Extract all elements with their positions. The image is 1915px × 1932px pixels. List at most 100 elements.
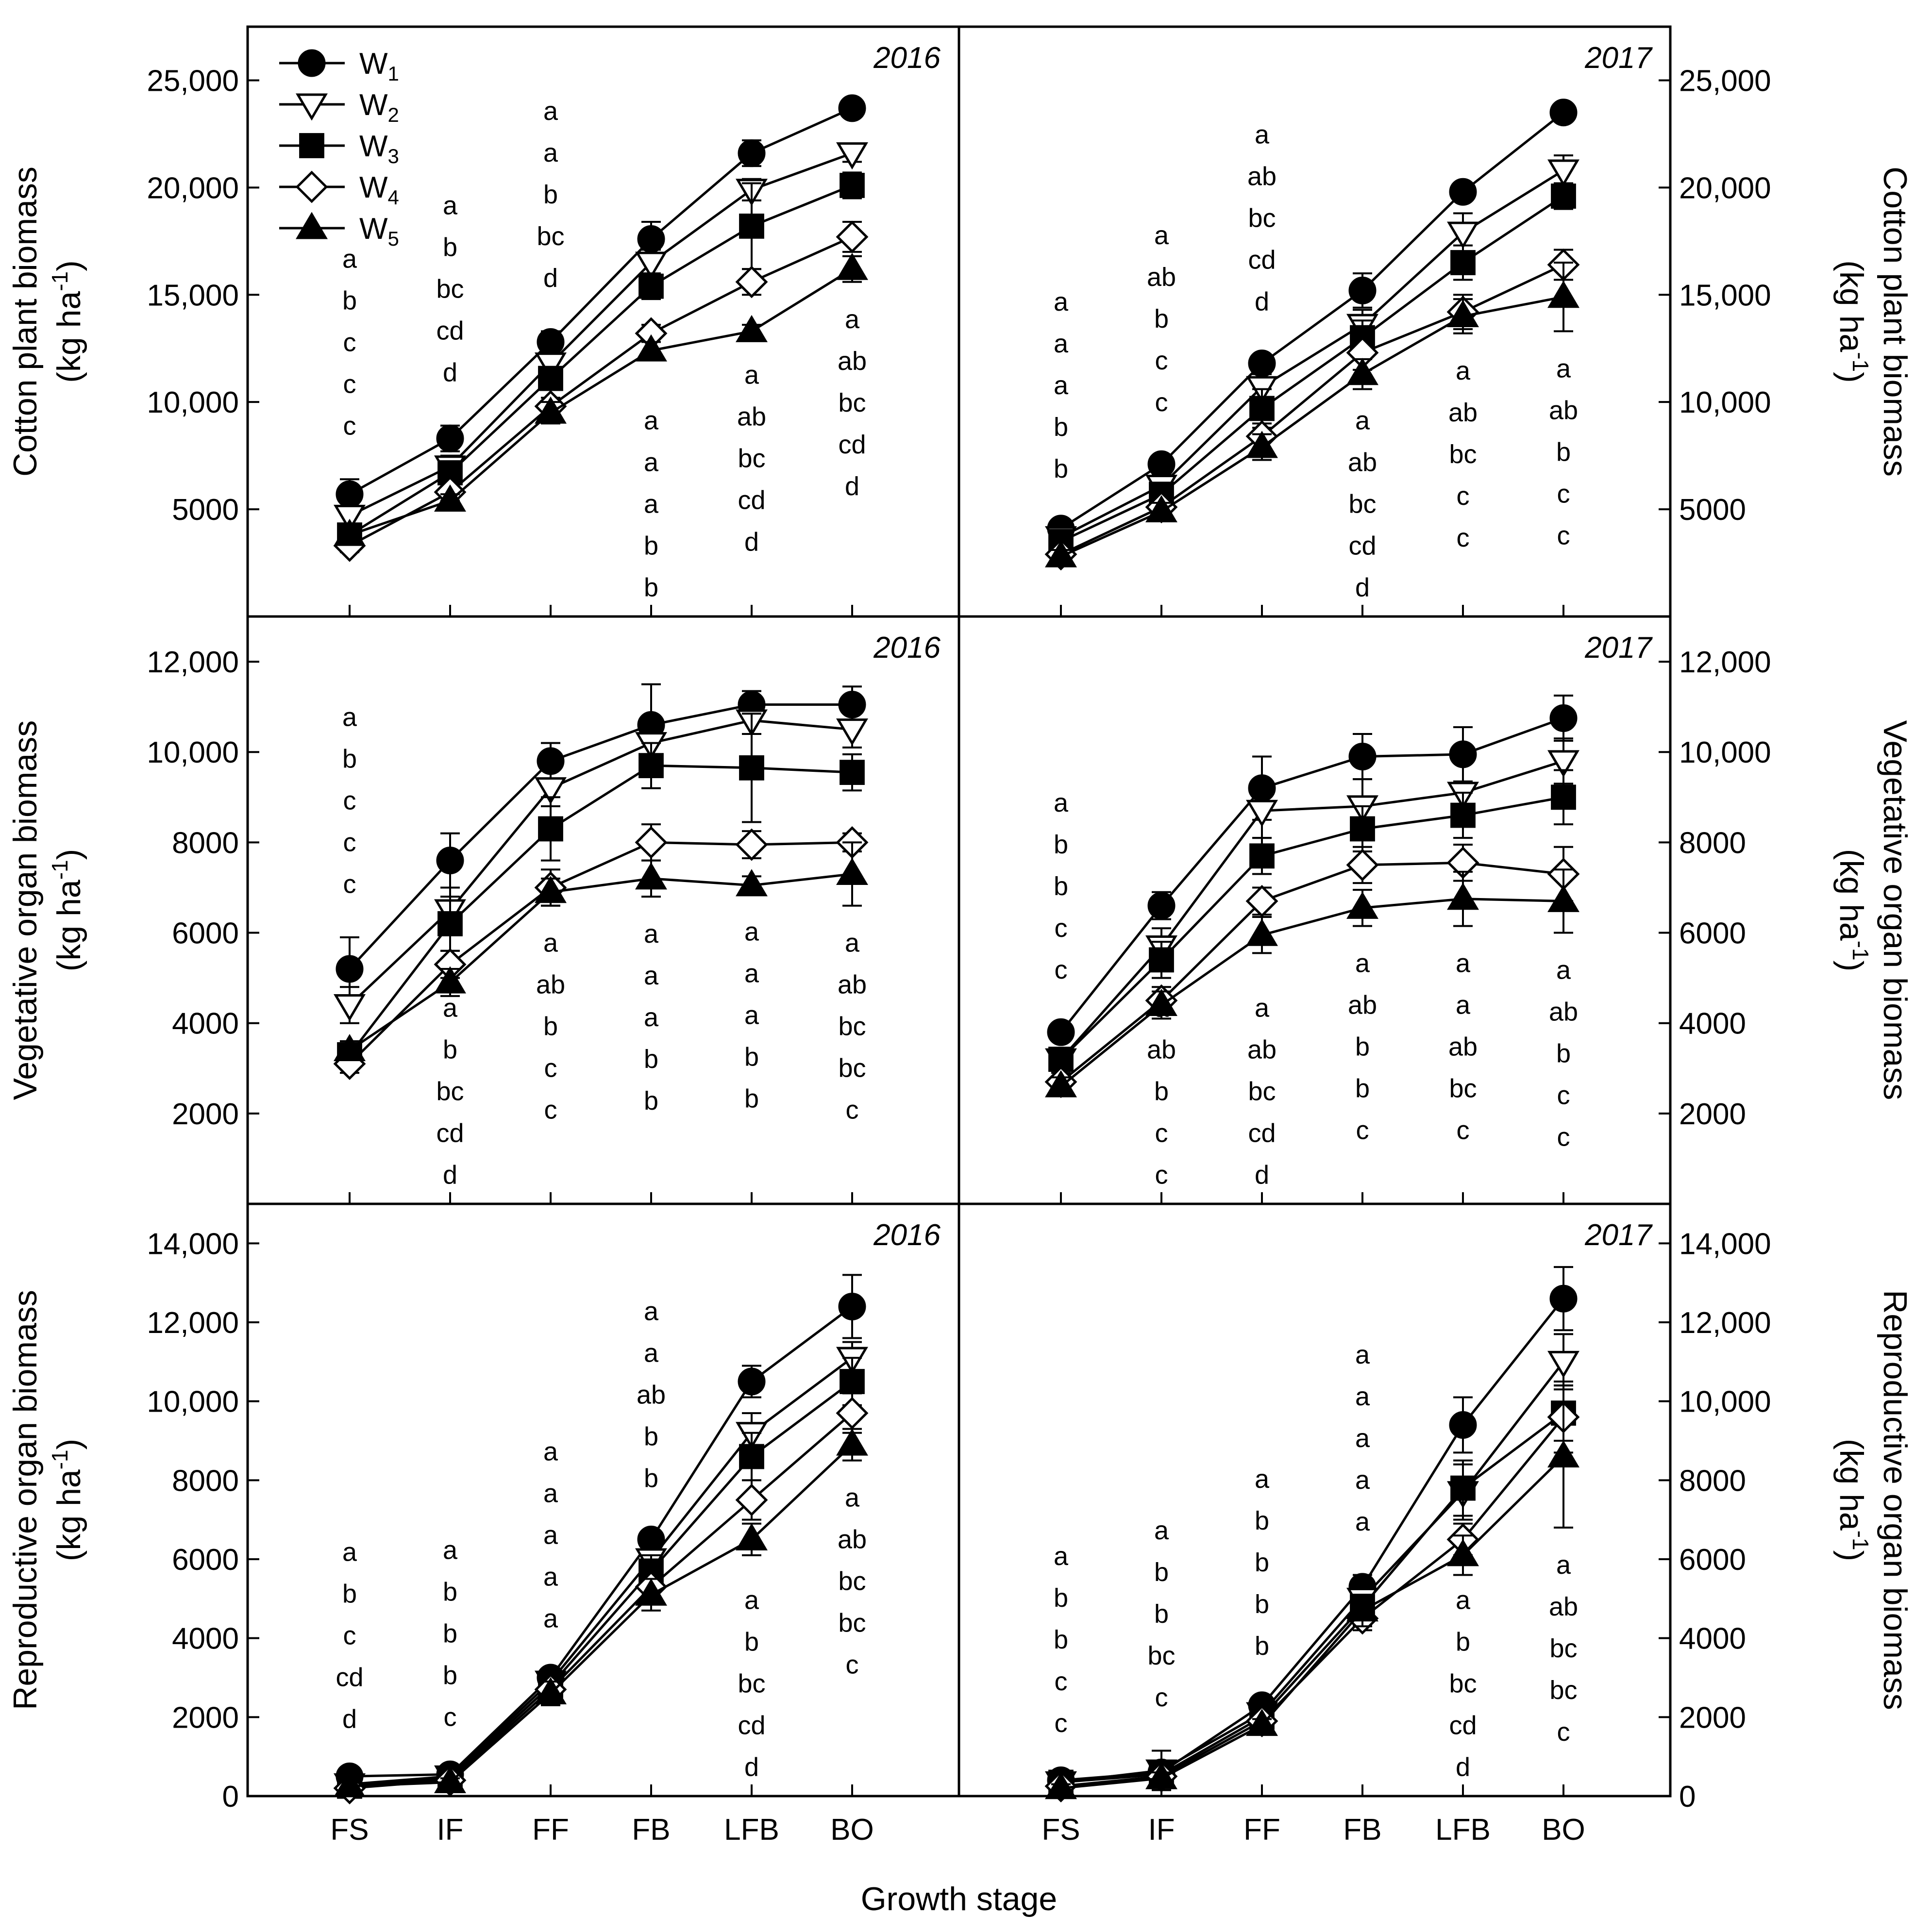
significance-letter: c (343, 412, 356, 441)
significance-letter: a (644, 1003, 659, 1032)
significance-letter: bc (1348, 490, 1376, 519)
significance-letter: b (443, 1619, 457, 1649)
data-point (738, 139, 766, 167)
significance-letter: c (343, 370, 356, 399)
significance-letter: bc (436, 1077, 464, 1106)
significance-letter: a (543, 929, 558, 958)
x-tick-label: IF (437, 1813, 463, 1847)
significance-letter: d (744, 1753, 759, 1782)
y-tick-label: 14,000 (147, 1227, 239, 1261)
significance-letter: c (1155, 1119, 1168, 1148)
significance-letter: b (342, 286, 357, 316)
significance-letter: b (443, 1578, 457, 1607)
panel-2-right: 200040006000800010,00012,0002017abbccaab… (1044, 631, 1914, 1204)
significance-letter: b (1154, 304, 1169, 333)
legend-label: W3 (359, 130, 399, 167)
y-tick-label: 5000 (1679, 493, 1746, 527)
y-tick-label: 2000 (172, 1701, 239, 1734)
data-point (637, 225, 665, 253)
y-tick-label: 4000 (1679, 1622, 1746, 1656)
series-line (1060, 1298, 1564, 1782)
significance-letter: c (1457, 482, 1470, 511)
significance-letter: b (1054, 1583, 1068, 1613)
significance-letter: b (1054, 454, 1068, 483)
data-point (334, 518, 366, 546)
significance-letter: bc (1147, 1641, 1175, 1670)
y-tick-label: 25,000 (147, 64, 239, 98)
significance-letter: a (1556, 354, 1571, 383)
series-W3 (1048, 182, 1576, 554)
data-point (1145, 988, 1177, 1016)
data-point (739, 213, 764, 239)
y-tick-label: 12,000 (147, 1306, 239, 1340)
significance-letter: c (1557, 1123, 1570, 1152)
significance-letter: a (1255, 994, 1270, 1023)
data-point (635, 334, 667, 362)
data-point (1447, 221, 1479, 249)
significance-letter: a (1054, 1542, 1069, 1571)
data-point (635, 251, 667, 279)
legend-marker (298, 49, 326, 77)
legend-marker (299, 133, 324, 158)
y-tick-label: 8000 (1679, 826, 1746, 860)
significance-letter: a (543, 1479, 558, 1508)
data-point (836, 142, 868, 170)
significance-letter: a (1054, 329, 1069, 358)
data-point (1547, 281, 1579, 308)
significance-letter: a (342, 245, 357, 274)
data-point (436, 847, 464, 875)
significance-letter: c (1055, 914, 1068, 943)
series-W4 (333, 823, 869, 1080)
letters-IF: ab bc cd d (436, 994, 464, 1190)
significance-letter: d (1355, 573, 1370, 602)
letters-LFB: ab bc cd d (738, 1586, 765, 1782)
y-tick-label: 2000 (1679, 1701, 1746, 1734)
significance-letter: bc (1248, 1077, 1276, 1106)
significance-letter: ab (1448, 398, 1478, 427)
data-point (838, 1292, 866, 1320)
y-axis-title: Reproductive organ biomass (1877, 1290, 1914, 1710)
panel-year-label: 2017 (1584, 41, 1653, 75)
significance-letter: c (1055, 955, 1068, 984)
series-line (1060, 861, 1564, 1083)
series-W4 (333, 1392, 869, 1805)
legend-marker (295, 170, 328, 203)
data-point (635, 1578, 667, 1606)
significance-letter: bc (738, 444, 765, 473)
panel-1-right: 500010,00015,00020,00025,0002017aaabbaab… (1044, 41, 1914, 616)
significance-letter: bc (838, 388, 866, 417)
significance-letter: a (644, 490, 659, 519)
significance-letter: a (744, 959, 759, 988)
significance-letter: c (1155, 1161, 1168, 1190)
data-point (1145, 495, 1177, 523)
letters-LFB: ab bc cd d (1449, 1586, 1477, 1782)
data-point (1249, 843, 1275, 869)
series-W4 (1044, 844, 1580, 1099)
data-point (1447, 883, 1479, 910)
data-point (1246, 918, 1278, 946)
data-point (1350, 816, 1375, 842)
significance-letter: b (1355, 1033, 1370, 1062)
series-line (349, 107, 853, 496)
data-point (434, 966, 466, 994)
significance-letter: d (744, 528, 759, 557)
significance-letter: a (543, 138, 558, 167)
significance-letter: d (1255, 287, 1269, 316)
data-point (1346, 1594, 1378, 1622)
significance-letter: c (343, 1621, 356, 1650)
significance-letter: a (1355, 1466, 1370, 1495)
data-point (1449, 178, 1477, 206)
significance-letter: ab (1549, 396, 1578, 425)
y-tick-label: 8000 (172, 826, 239, 860)
data-point (1246, 799, 1278, 827)
series-line (349, 1357, 853, 1786)
significance-letter: a (644, 961, 659, 990)
significance-letter: a (1154, 221, 1169, 250)
series-line (1060, 264, 1564, 556)
